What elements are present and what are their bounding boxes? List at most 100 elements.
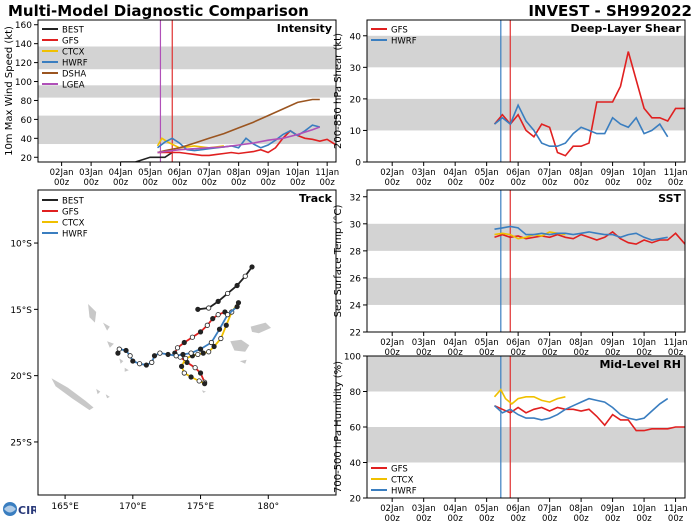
- y-tick-label: 26: [350, 274, 362, 284]
- x-tick-hour: 00z: [605, 348, 621, 358]
- series-line-ctcx: [494, 231, 566, 240]
- x-tick-hour: 00z: [510, 348, 526, 358]
- x-tick-date: 11Jan: [664, 504, 688, 514]
- x-tick-hour: 00z: [231, 178, 247, 188]
- shade-band: [367, 277, 685, 305]
- track-point: [211, 343, 217, 350]
- track-point: [197, 329, 204, 335]
- x-tick-hour: 00z: [605, 514, 621, 524]
- cira-logo: CIRA: [2, 499, 48, 523]
- y-axis-label: 200-850 hPa Shear (kt): [333, 33, 344, 149]
- track-point: [197, 346, 204, 352]
- x-tick-hour: 00z: [636, 348, 652, 358]
- x-tick-date: 03Jan: [412, 504, 436, 514]
- series-line-hwrf: [494, 103, 669, 147]
- legend-label-ctcx: CTCX: [391, 476, 414, 486]
- x-tick-hour: 00z: [54, 178, 70, 188]
- track-point: [178, 363, 185, 369]
- island-shape: [201, 390, 206, 393]
- x-tick-hour: 00z: [542, 178, 558, 188]
- y-tick-label: 80: [21, 97, 33, 107]
- track-point: [218, 335, 224, 342]
- series-line-gfs: [494, 404, 685, 432]
- plot-frame: [366, 189, 686, 333]
- track-point: [188, 350, 194, 356]
- x-tick-date: 11Jan: [664, 338, 688, 348]
- land-masses: [51, 304, 271, 411]
- track-point: [208, 339, 214, 346]
- x-tick-date: 11Jan: [664, 168, 688, 178]
- shade-band: [38, 85, 336, 98]
- x-tick-hour: 00z: [448, 348, 464, 358]
- x-tick-hour: 00z: [448, 178, 464, 188]
- x-tick-hour: 00z: [510, 514, 526, 524]
- legend-label-dsha: DSHA: [62, 70, 86, 80]
- x-tick-date: 04Jan: [443, 338, 467, 348]
- track-point: [192, 365, 198, 371]
- x-tick-hour: 00z: [416, 348, 432, 358]
- panel-title: Intensity: [277, 22, 332, 35]
- plot-frame: [37, 189, 337, 496]
- track-point: [216, 326, 223, 332]
- track-point: [204, 322, 210, 328]
- y-tick-label: 80: [350, 388, 362, 398]
- plot-frame: [366, 19, 686, 163]
- x-tick-hour: 00z: [260, 178, 276, 188]
- y-tick-label: 0: [355, 159, 361, 169]
- x-tick-date: 06Jan: [168, 168, 192, 178]
- y-tick-label: 100: [15, 78, 32, 88]
- shade-band: [38, 115, 336, 145]
- legend-label-ctcx: CTCX: [62, 219, 85, 229]
- y-tick-label: 160: [15, 21, 32, 31]
- y-tick-label: 60: [21, 116, 33, 126]
- y-tick-label: 15°S: [10, 306, 32, 316]
- y-tick-label: 28: [350, 247, 362, 257]
- x-tick-date: 03Jan: [79, 168, 103, 178]
- shade-band: [38, 46, 336, 70]
- track-point: [189, 334, 196, 340]
- track-point: [165, 351, 171, 358]
- x-tick-hour: 00z: [385, 178, 401, 188]
- track-point: [181, 370, 187, 376]
- x-tick-hour: 00z: [385, 514, 401, 524]
- island-shape: [88, 304, 97, 323]
- y-tick-label: 120: [15, 59, 32, 69]
- island-shape: [119, 358, 124, 364]
- legend-label-gfs: GFS: [391, 465, 408, 475]
- legend-label-best: BEST: [62, 26, 85, 36]
- track-point: [195, 306, 201, 312]
- x-tick-hour: 00z: [636, 514, 652, 524]
- y-tick-label: 40: [21, 135, 33, 145]
- track-point: [210, 316, 216, 322]
- track-point: [206, 305, 212, 311]
- y-tick-label: 20°S: [10, 372, 32, 382]
- y-axis-label: Sea Surface Temp (°C): [333, 205, 344, 318]
- track-point: [234, 304, 240, 310]
- x-tick-hour: 00z: [542, 514, 558, 524]
- x-tick-date: 07Jan: [538, 168, 562, 178]
- island-shape: [250, 322, 271, 334]
- svg-text:CIRA: CIRA: [18, 504, 36, 517]
- x-tick-hour: 00z: [416, 514, 432, 524]
- shade-band: [367, 98, 685, 131]
- tracks: [115, 264, 255, 387]
- x-tick-label: 180°: [257, 502, 279, 512]
- x-tick-hour: 00z: [668, 348, 684, 358]
- x-tick-label: 170°E: [119, 502, 147, 512]
- track-point: [242, 273, 248, 279]
- x-tick-date: 09Jan: [601, 168, 625, 178]
- track-point: [225, 290, 231, 297]
- y-tick-label: 100: [344, 353, 361, 363]
- track-point: [181, 339, 187, 346]
- x-tick-date: 09Jan: [601, 338, 625, 348]
- track-point: [196, 378, 202, 384]
- x-tick-label: 175°E: [187, 502, 215, 512]
- x-tick-date: 02Jan: [380, 168, 404, 178]
- legend-label-hwrf: HWRF: [62, 230, 88, 240]
- track-point: [127, 353, 133, 359]
- y-tick-label: 32: [350, 193, 361, 203]
- legend-label-gfs: GFS: [62, 208, 79, 218]
- track-point: [123, 347, 129, 354]
- y-tick-label: 40: [350, 459, 362, 469]
